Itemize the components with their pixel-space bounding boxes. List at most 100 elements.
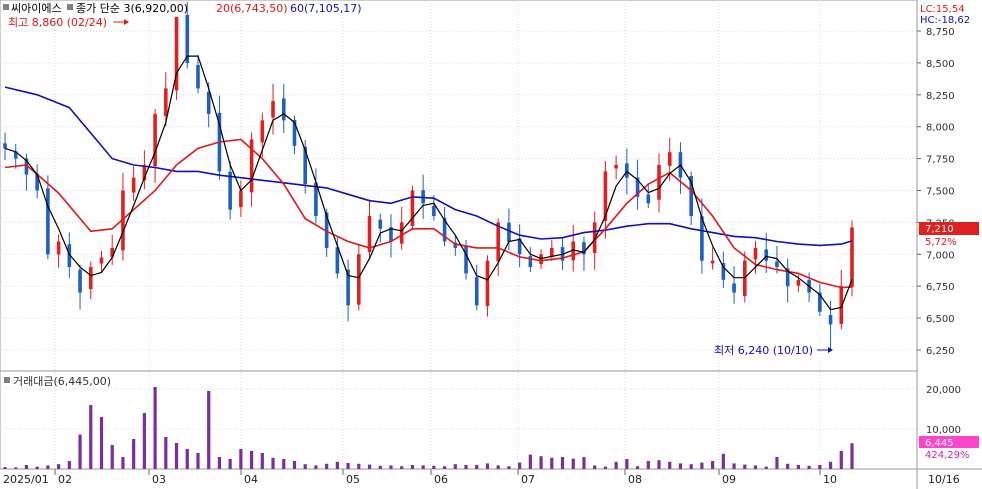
- candle-body: [324, 212, 329, 248]
- volume-bar: [678, 463, 683, 469]
- lc-label: LC:15,54: [920, 4, 965, 15]
- volume-bar: [153, 387, 157, 469]
- legend-ma60: 60(7,105,17): [290, 2, 362, 15]
- candle-body: [378, 219, 383, 229]
- candle-body: [625, 163, 629, 178]
- volume-bar: [668, 461, 672, 469]
- volume-bar: [625, 459, 629, 469]
- volume-bar: [89, 405, 93, 469]
- volume-bar: [67, 461, 71, 469]
- volume-bar: [539, 456, 543, 469]
- candle-body: [292, 119, 297, 146]
- candle-body: [303, 146, 308, 185]
- candle-body: [367, 216, 372, 253]
- volume-bar: [453, 464, 457, 469]
- candle-body: [442, 217, 447, 242]
- legend-marker: [67, 4, 73, 10]
- volume-bar: [807, 465, 811, 469]
- candle-body: [635, 177, 640, 197]
- volume-bar: [560, 457, 565, 469]
- legend-marker: [4, 377, 10, 383]
- candle-body: [646, 194, 651, 204]
- candle-body: [228, 171, 232, 210]
- volume-bar: [24, 465, 29, 469]
- candle-body: [174, 16, 179, 91]
- volume-change: 424,29%: [925, 450, 970, 461]
- volume-bar: [228, 459, 232, 469]
- volume-bar: [35, 466, 39, 469]
- candle-body: [3, 143, 7, 149]
- candle-body: [432, 205, 436, 217]
- candle-body: [614, 164, 618, 169]
- volume-bar: [121, 457, 125, 469]
- legend-marker: [3, 4, 9, 10]
- volume-bar: [582, 457, 586, 469]
- candle-body: [78, 269, 82, 293]
- candle-body: [700, 216, 704, 261]
- volume-bar: [78, 434, 82, 469]
- volume-bar: [593, 465, 597, 469]
- candle-body: [346, 269, 350, 306]
- candle-body: [549, 247, 554, 257]
- volume-bar: [292, 461, 297, 469]
- volume-bar: [142, 413, 146, 469]
- volume-bar: [721, 453, 725, 469]
- price-tick-label: 6,500: [926, 314, 955, 325]
- volume-bar: [786, 463, 790, 469]
- candle-body: [464, 245, 468, 274]
- candle-body: [528, 256, 533, 268]
- x-axis-label: 03: [152, 473, 166, 486]
- price-tick-label: 8,250: [926, 91, 955, 102]
- candle-body: [335, 247, 340, 274]
- volume-bar: [475, 465, 479, 469]
- price-tick-label: 6,250: [926, 346, 955, 357]
- volume-bar: [314, 465, 318, 469]
- x-axis-label: 2025/01: [3, 473, 49, 486]
- candle-body: [764, 249, 769, 261]
- right-axis-panel: [917, 0, 982, 489]
- candle-body: [839, 286, 844, 325]
- volume-bar: [528, 454, 532, 469]
- volume-bar: [485, 463, 490, 469]
- high-arrow-icon: [124, 19, 129, 25]
- candle-body: [357, 254, 361, 305]
- volume-bar: [700, 462, 704, 469]
- volume-bar: [132, 439, 136, 469]
- price-tick-label: 7,000: [926, 250, 955, 261]
- volume-bar: [635, 466, 640, 469]
- candle-body: [517, 238, 522, 255]
- x-axis-label: 06: [434, 473, 448, 486]
- volume-bar: [185, 449, 189, 469]
- volume-bar: [14, 467, 18, 469]
- volume-bar: [57, 464, 61, 469]
- candle-body: [603, 171, 608, 222]
- candle-body: [196, 65, 200, 89]
- volume-bar: [657, 460, 661, 469]
- volume-bar: [764, 466, 768, 469]
- price-badge: [919, 222, 979, 235]
- volume-bar: [174, 443, 179, 469]
- candle-body: [453, 242, 458, 248]
- volume-bar: [496, 465, 500, 469]
- volume-bar: [421, 465, 425, 469]
- volume-bar: [507, 466, 511, 469]
- volume-bar: [518, 462, 522, 469]
- price-tick-label: 7,750: [926, 155, 955, 166]
- volume-bar: [400, 466, 404, 469]
- candles: [3, 1, 854, 352]
- candle-body: [271, 101, 275, 118]
- candle-body: [474, 277, 479, 306]
- volume-bar: [164, 437, 168, 469]
- candle-body: [142, 164, 147, 181]
- volume-bar: [367, 464, 372, 469]
- candle-body: [67, 244, 72, 268]
- price-badge-value: 7,210: [925, 224, 954, 235]
- volume-bar: [389, 465, 393, 469]
- candle-body: [99, 257, 104, 264]
- volume-bar: [775, 457, 779, 469]
- price-tick-label: 8,500: [926, 59, 955, 70]
- x-axis-label: 07: [521, 473, 535, 486]
- volume-bar: [743, 464, 747, 469]
- candle-body: [153, 113, 157, 167]
- candle-body: [485, 260, 490, 307]
